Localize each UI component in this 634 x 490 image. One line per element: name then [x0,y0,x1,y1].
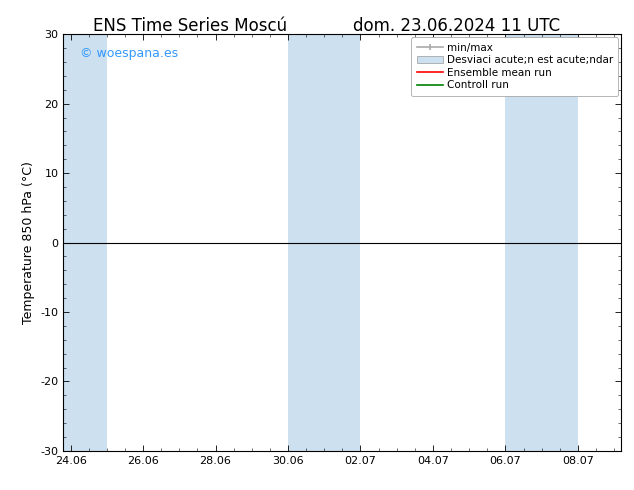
Bar [288,34,361,451]
Legend: min/max, Desviaci acute;n est acute;ndar, Ensemble mean run, Controll run: min/max, Desviaci acute;n est acute;ndar… [411,37,618,96]
Bar [505,34,578,451]
Text: ENS Time Series Moscú: ENS Time Series Moscú [93,17,287,35]
Y-axis label: Temperature 850 hPa (°C): Temperature 850 hPa (°C) [22,161,35,324]
Bar [63,34,107,451]
Text: © woespana.es: © woespana.es [80,47,178,60]
Text: dom. 23.06.2024 11 UTC: dom. 23.06.2024 11 UTC [353,17,560,35]
